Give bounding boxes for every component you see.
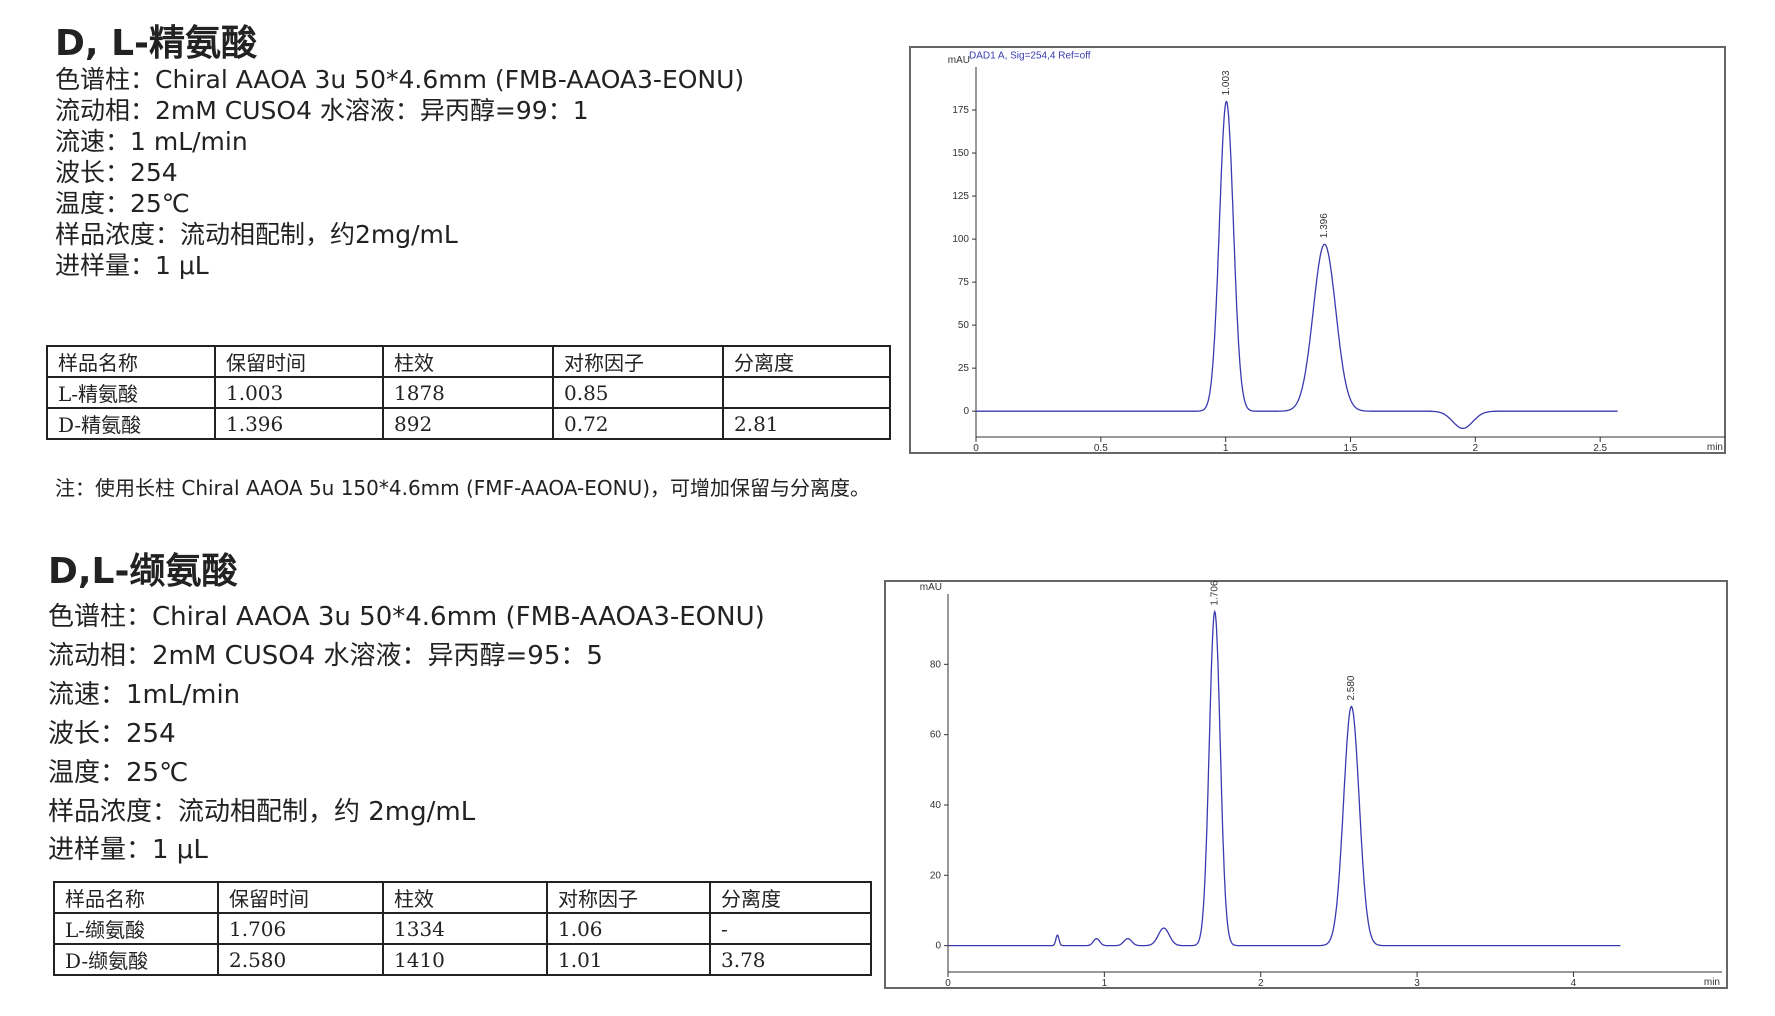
x-tick-label: 1 — [1102, 978, 1108, 989]
x-unit: min — [1704, 977, 1720, 988]
table-cell — [722, 376, 891, 409]
x-tick-label: 0 — [945, 978, 951, 989]
y-unit: mAU — [948, 55, 970, 66]
table-cell: 柱效 — [382, 345, 554, 378]
table-cell: 892 — [382, 407, 554, 440]
y-tick-label: 125 — [952, 191, 969, 202]
table-cell: 柱效 — [382, 881, 548, 914]
table-cell: L-精氨酸 — [46, 376, 216, 409]
table-cell: 1.706 — [217, 912, 384, 945]
table-cell: L-缬氨酸 — [53, 912, 219, 945]
param-line: 温度：25℃ — [55, 189, 190, 218]
param-line: 波长：254 — [55, 158, 178, 187]
result-table: 样品名称 保留时间 柱效 对称因子 分离度 L-缬氨酸 1.706 1334 1.06- D-缬氨… — [53, 881, 872, 976]
table-cell: 1410 — [382, 943, 548, 976]
x-unit: min — [1707, 442, 1723, 453]
y-tick-label: 0 — [963, 406, 969, 417]
table-cell: 对称因子 — [546, 881, 711, 914]
table-cell: 分离度 — [709, 881, 872, 914]
table-row: D-缬氨酸 2.580 1410 1.01 3.78 — [53, 943, 872, 976]
param-line: 波长：254 — [48, 718, 176, 749]
table-row: 样品名称 保留时间 柱效 对称因子 分离度 — [46, 345, 891, 378]
chromatogram: DAD1 A, Sig=254,4 Ref=offmAUmin025507510… — [909, 46, 1726, 454]
x-tick-label: 0 — [973, 443, 979, 454]
y-tick-label: 175 — [952, 105, 969, 116]
table-cell: 0.72 — [552, 407, 724, 440]
x-tick-label: 3 — [1414, 978, 1420, 989]
param-line: 样品浓度：流动相配制，约2mg/mL — [55, 220, 458, 249]
table-cell: 1.06 — [546, 912, 711, 945]
y-tick-label: 20 — [930, 870, 942, 881]
peak-label: 2.580 — [1346, 675, 1357, 700]
y-tick-label: 150 — [952, 148, 969, 159]
param-line: 进样量：1 μL — [55, 251, 209, 280]
table-cell: 1334 — [382, 912, 548, 945]
param-line: 样品浓度：流动相配制，约 2mg/mL — [48, 796, 476, 827]
table-row: L-精氨酸 1.003 1878 0.85 — [46, 376, 891, 409]
chart-frame — [909, 46, 1726, 454]
signal-trace — [976, 100, 1618, 430]
table-cell: 3.78 — [709, 943, 872, 976]
x-tick-label: 1.5 — [1344, 443, 1358, 454]
table-cell: 保留时间 — [214, 345, 384, 378]
table-cell: 对称因子 — [552, 345, 724, 378]
x-tick-label: 4 — [1571, 978, 1577, 989]
param-line: 流动相：2mM CUSO4 水溶液：异丙醇=99：1 — [55, 96, 589, 125]
param-line: 色谱柱：Chiral AAOA 3u 50*4.6mm (FMB-AAOA3-E… — [48, 602, 765, 632]
table-row: D-精氨酸 1.396 892 0.72 2.81 — [46, 407, 891, 440]
x-tick-label: 2.5 — [1593, 443, 1607, 454]
y-tick-label: 25 — [958, 363, 970, 374]
table-cell: 1.01 — [546, 943, 711, 976]
peak-label: 1.706 — [1209, 580, 1220, 605]
param-line: 流动相：2mM CUSO4 水溶液：异丙醇=95：5 — [48, 640, 603, 671]
param-line: 流速：1 mL/min — [55, 127, 248, 156]
x-tick-label: 1 — [1223, 443, 1229, 454]
table-cell: D-精氨酸 — [46, 407, 216, 440]
result-table: 样品名称 保留时间 柱效 对称因子 分离度 L-精氨酸 1.003 1878 0.85 D-精氨酸… — [46, 345, 891, 440]
table-cell: 样品名称 — [46, 345, 216, 378]
chart-frame — [884, 580, 1728, 989]
x-tick-label: 2 — [1473, 443, 1479, 454]
peak-label: 1.003 — [1221, 70, 1232, 95]
section-title: D, L-精氨酸 — [55, 23, 257, 64]
param-line: 温度：25℃ — [48, 757, 189, 788]
table-cell: 0.85 — [552, 376, 724, 409]
table-cell: 保留时间 — [217, 881, 384, 914]
table-cell: 1.396 — [214, 407, 384, 440]
y-tick-label: 75 — [958, 277, 970, 288]
x-tick-label: 2 — [1258, 978, 1264, 989]
y-tick-label: 100 — [952, 234, 969, 245]
table-row: 样品名称 保留时间 柱效 对称因子 分离度 — [53, 881, 872, 914]
table-cell: 2.580 — [217, 943, 384, 976]
table-cell: 分离度 — [722, 345, 891, 378]
table-cell: 1878 — [382, 376, 554, 409]
chart-header: DAD1 A, Sig=254,4 Ref=off — [969, 50, 1091, 61]
param-line: 色谱柱：Chiral AAOA 3u 50*4.6mm (FMB-AAOA3-E… — [55, 65, 745, 94]
y-tick-label: 0 — [935, 941, 941, 952]
table-cell: - — [709, 912, 872, 945]
y-tick-label: 60 — [930, 730, 942, 741]
section-title: D,L-缬氨酸 — [48, 551, 238, 592]
x-tick-label: 0.5 — [1094, 443, 1108, 454]
table-cell: 样品名称 — [53, 881, 219, 914]
y-tick-label: 50 — [958, 320, 970, 331]
param-line: 流速：1mL/min — [48, 679, 241, 710]
table-row: L-缬氨酸 1.706 1334 1.06- — [53, 912, 872, 945]
y-unit: mAU — [920, 582, 942, 593]
y-tick-label: 80 — [930, 659, 942, 670]
peak-label: 1.396 — [1319, 213, 1330, 238]
table-cell: 2.81 — [722, 407, 891, 440]
table-cell: 1.003 — [214, 376, 384, 409]
y-tick-label: 40 — [930, 800, 942, 811]
chromatogram: mAU min 0 20 40 60 80 0 1 2 3 4 1.706 2.580 — [884, 580, 1728, 989]
param-line: 进样量：1 μL — [48, 835, 208, 866]
note: 注：使用长柱 Chiral AAOA 5u 150*4.6mm (FMF-AAO… — [55, 476, 871, 500]
signal-trace — [948, 609, 1621, 947]
table-cell: D-缬氨酸 — [53, 943, 219, 976]
